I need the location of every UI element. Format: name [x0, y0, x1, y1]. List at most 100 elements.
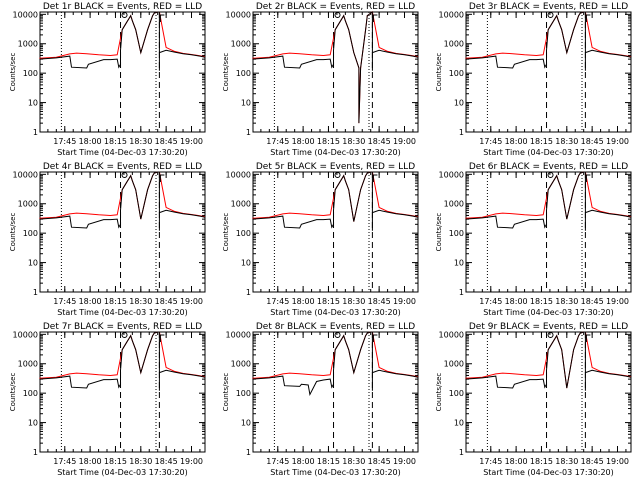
x-tick-label: 19:00 [606, 457, 629, 466]
y-tick-label: 1000 [231, 200, 251, 209]
y-tick-label: 1 [33, 128, 38, 137]
events-series-line [39, 331, 206, 391]
x-tick-label: 19:00 [393, 137, 416, 146]
y-tick-label: 1 [246, 448, 251, 457]
y-tick-label: 100 [449, 69, 464, 78]
y-axis-label: Counts/sec [9, 213, 17, 252]
panel-title: Det 3r BLACK = Events, RED = LLD [469, 2, 628, 12]
attenuator-marker [372, 334, 378, 342]
x-tick-label: 18:15 [317, 457, 340, 466]
y-tick-label: 1000 [444, 40, 464, 49]
x-axis-label: Start Time (04-Dec-03 17:30:20) [57, 148, 188, 157]
y-tick-label: 1 [246, 128, 251, 137]
plot-frame [252, 171, 419, 293]
y-tick-label: 10 [241, 419, 251, 428]
attenuator-marker [585, 174, 591, 182]
events-series-line [465, 11, 632, 71]
attenuator-marker [334, 172, 341, 178]
panel-9: Det 9r BLACK = Events, RED = LLD 1 10 100 10… [435, 322, 632, 477]
y-tick-label: 1 [459, 448, 464, 457]
x-tick-label: 18:30 [129, 457, 152, 466]
x-tick-label: 19:00 [180, 297, 203, 306]
y-tick-label: 10000 [439, 10, 464, 19]
y-tick-label: 10000 [439, 330, 464, 339]
events-series-line [39, 11, 206, 71]
y-tick-label: 10000 [226, 10, 251, 19]
attenuator-marker [585, 14, 591, 22]
y-axis-label: Counts/sec [222, 213, 230, 252]
x-tick-label: 18:00 [79, 457, 102, 466]
x-axis-label: Start Time (04-Dec-03 17:30:20) [270, 468, 401, 477]
x-tick-label: 18:30 [342, 137, 365, 146]
panel-4: Det 4r BLACK = Events, RED = LLD 1 10 100 10… [9, 162, 206, 317]
x-tick-label: 18:15 [317, 137, 340, 146]
y-tick-label: 100 [236, 69, 251, 78]
y-tick-label: 100 [236, 229, 251, 238]
y-tick-label: 1 [459, 128, 464, 137]
events-series-line [252, 11, 419, 124]
x-tick-label: 18:30 [129, 137, 152, 146]
x-tick-label: 18:45 [155, 297, 178, 306]
attenuator-marker [547, 172, 554, 178]
y-tick-label: 1000 [231, 40, 251, 49]
x-tick-label: 18:45 [155, 137, 178, 146]
panel-3: Det 3r BLACK = Events, RED = LLD 1 10 100 10… [435, 2, 632, 157]
x-tick-label: 18:30 [129, 297, 152, 306]
y-tick-label: 100 [23, 229, 38, 238]
y-tick-label: 10 [241, 99, 251, 108]
attenuator-marker [159, 174, 165, 182]
panel-7: Det 7r BLACK = Events, RED = LLD 1 10 100 10… [9, 322, 206, 477]
x-tick-label: 18:15 [530, 137, 553, 146]
panel-title: Det 9r BLACK = Events, RED = LLD [469, 322, 628, 332]
y-tick-label: 1000 [444, 360, 464, 369]
y-tick-label: 100 [449, 389, 464, 398]
y-tick-label: 10000 [13, 10, 38, 19]
y-tick-label: 1000 [231, 360, 251, 369]
x-axis-label: Start Time (04-Dec-03 17:30:20) [270, 148, 401, 157]
x-tick-label: 18:00 [292, 457, 315, 466]
panel-5: Det 5r BLACK = Events, RED = LLD 1 10 100 10… [222, 162, 419, 317]
attenuator-marker [547, 332, 554, 338]
y-tick-label: 100 [236, 389, 251, 398]
x-tick-label: 18:45 [368, 297, 391, 306]
y-tick-label: 10 [28, 99, 38, 108]
x-tick-label: 19:00 [393, 297, 416, 306]
panel-title: Det 4r BLACK = Events, RED = LLD [43, 162, 202, 172]
plot-frame [39, 331, 206, 453]
y-tick-label: 100 [23, 69, 38, 78]
x-tick-label: 18:45 [155, 457, 178, 466]
attenuator-marker [585, 334, 591, 342]
x-tick-label: 18:15 [317, 297, 340, 306]
x-tick-label: 18:45 [368, 137, 391, 146]
panel-title: Det 7r BLACK = Events, RED = LLD [43, 322, 202, 332]
panel-title: Det 2r BLACK = Events, RED = LLD [256, 2, 415, 12]
x-axis-label: Start Time (04-Dec-03 17:30:20) [483, 468, 614, 477]
y-tick-label: 10 [454, 419, 464, 428]
lld-series-line [252, 11, 419, 124]
x-tick-label: 17:45 [479, 297, 502, 306]
panel-title: Det 6r BLACK = Events, RED = LLD [469, 162, 628, 172]
plot-frame [252, 331, 419, 453]
y-axis-label: Counts/sec [435, 53, 443, 92]
y-tick-label: 10 [241, 259, 251, 268]
lld-series-line [252, 171, 419, 222]
x-tick-label: 19:00 [180, 457, 203, 466]
y-axis-label: Counts/sec [222, 53, 230, 92]
x-tick-label: 18:15 [104, 297, 127, 306]
x-tick-label: 18:30 [555, 137, 578, 146]
plot-frame [465, 171, 632, 293]
y-tick-label: 10000 [439, 170, 464, 179]
x-axis-label: Start Time (04-Dec-03 17:30:20) [483, 308, 614, 317]
events-series-line [465, 171, 632, 231]
plot-frame [39, 171, 206, 293]
x-tick-label: 18:45 [581, 457, 604, 466]
attenuator-marker [334, 332, 341, 338]
y-tick-label: 1000 [18, 40, 38, 49]
attenuator-marker [159, 334, 165, 342]
x-tick-label: 18:45 [368, 457, 391, 466]
x-tick-label: 18:00 [79, 297, 102, 306]
x-axis-label: Start Time (04-Dec-03 17:30:20) [483, 148, 614, 157]
y-axis-label: Counts/sec [435, 213, 443, 252]
x-tick-label: 18:00 [505, 297, 528, 306]
